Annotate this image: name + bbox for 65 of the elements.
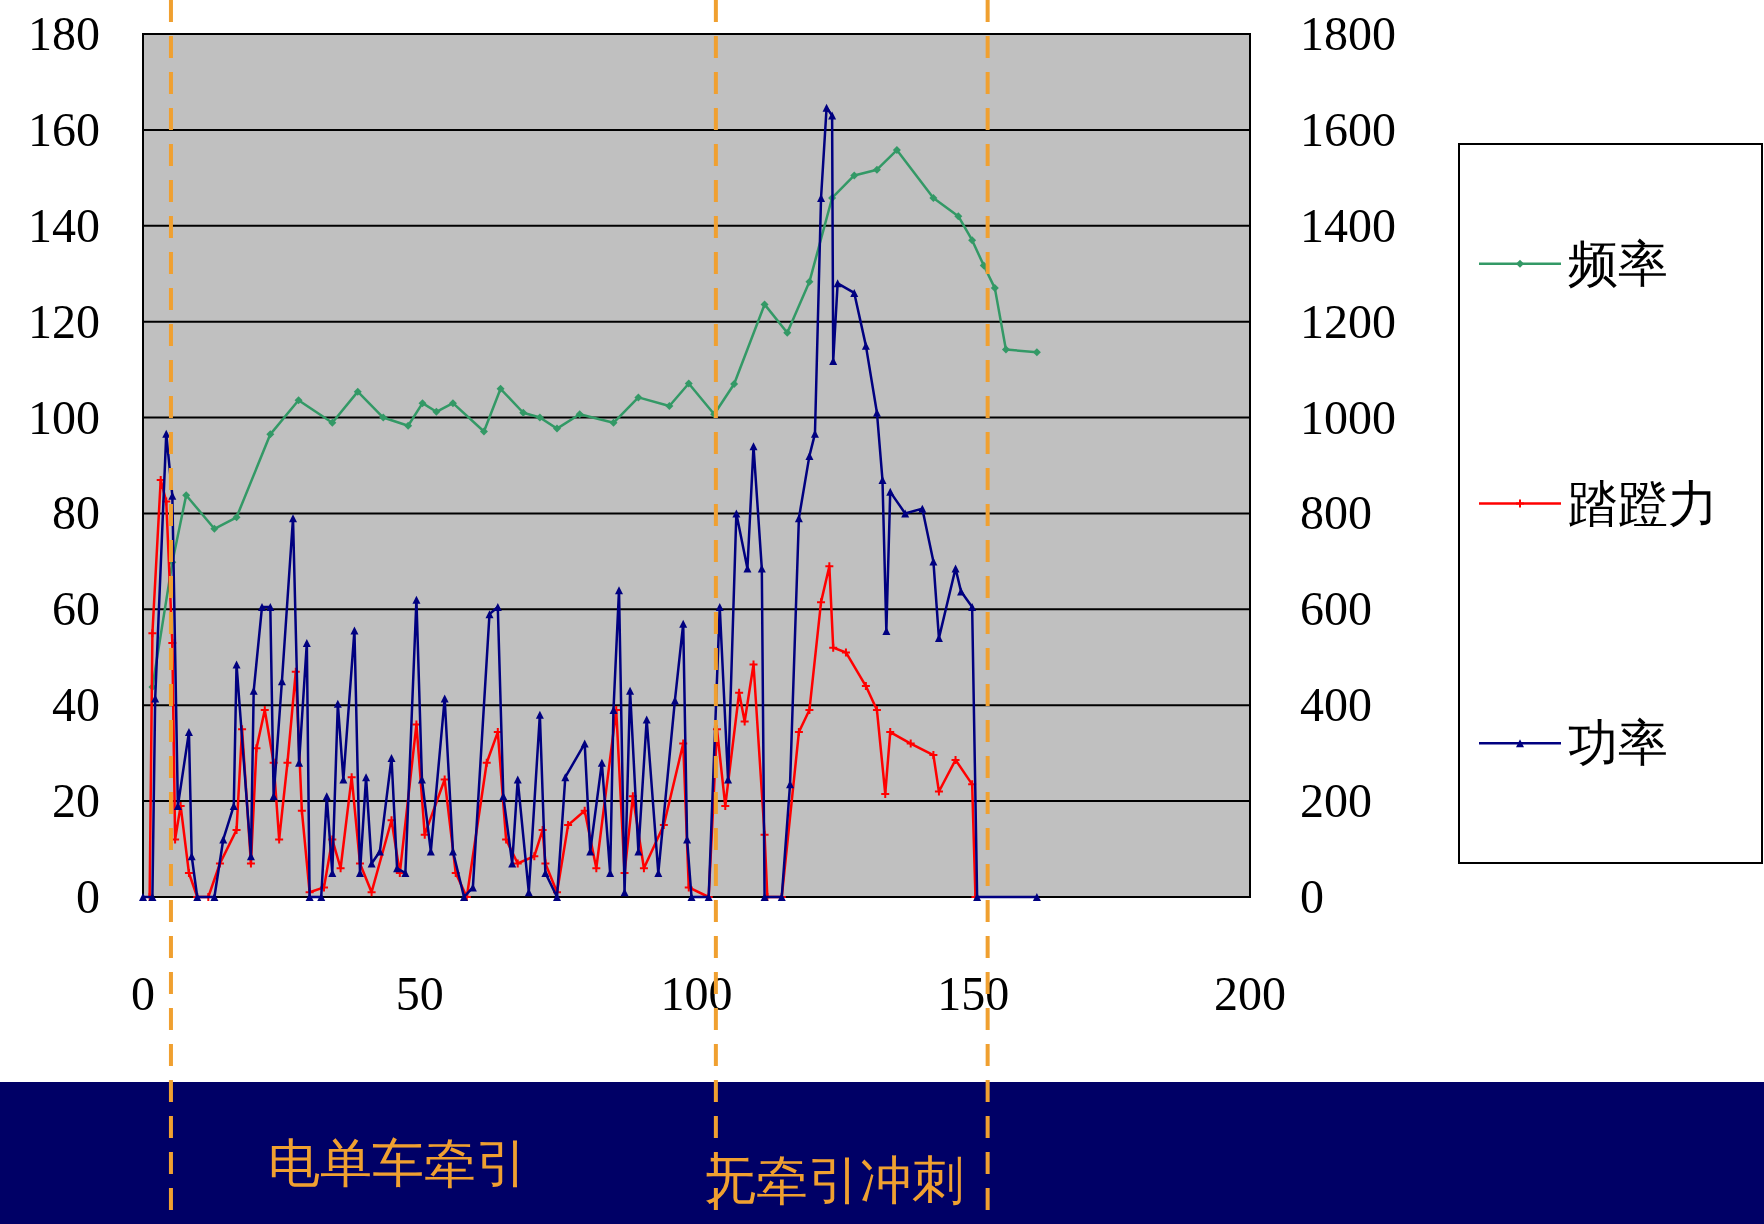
x-tick-label: 0 — [131, 967, 155, 1020]
point — [519, 408, 528, 417]
point — [448, 399, 457, 408]
point — [609, 418, 618, 427]
point — [892, 146, 901, 155]
legend-label: 踏蹬力 — [1568, 475, 1718, 532]
y-tick-label: 40 — [52, 678, 100, 732]
y2-tick-label: 800 — [1300, 486, 1372, 540]
point — [232, 513, 241, 522]
point — [1001, 345, 1010, 354]
y-tick-label: 80 — [52, 486, 100, 540]
point — [379, 413, 388, 422]
point — [404, 421, 413, 430]
y2-tick-label: 0 — [1300, 870, 1324, 923]
point — [535, 413, 544, 422]
point — [353, 387, 362, 396]
y-tick-label: 20 — [52, 774, 100, 828]
y2-tick-label: 1000 — [1300, 390, 1396, 444]
point — [210, 524, 219, 533]
point — [418, 399, 427, 408]
text: 无牵引冲刺 — [704, 1152, 964, 1209]
point — [929, 193, 938, 202]
x-tick-label: 50 — [395, 967, 444, 1020]
point — [954, 212, 963, 221]
y-tick-label: 0 — [76, 870, 100, 923]
legend-label: 功率 — [1568, 715, 1668, 772]
point — [328, 418, 337, 427]
y-tick-label: 140 — [28, 198, 100, 252]
point — [294, 396, 303, 405]
point — [553, 424, 562, 433]
point — [805, 277, 814, 286]
point — [1032, 348, 1041, 357]
point — [496, 384, 505, 393]
y2-tick-label: 400 — [1300, 678, 1372, 732]
point — [730, 379, 739, 388]
y2-tick-label: 1800 — [1300, 7, 1396, 60]
point — [575, 410, 584, 419]
text: 电单车牵引 — [268, 1135, 528, 1192]
y-tick-label: 180 — [28, 7, 100, 60]
point — [432, 407, 441, 416]
x-tick-label: 100 — [660, 967, 733, 1020]
y-tick-label: 100 — [28, 390, 100, 444]
point — [684, 379, 693, 388]
point — [479, 427, 488, 436]
x-tick-label: 150 — [937, 967, 1010, 1020]
point — [783, 328, 792, 337]
y2-tick-label: 1600 — [1300, 102, 1396, 156]
x-tick-label: 200 — [1214, 967, 1286, 1020]
point — [634, 393, 643, 402]
y2-tick-label: 1400 — [1300, 198, 1396, 252]
point — [990, 284, 999, 293]
point — [760, 300, 769, 309]
y2-tick-label: 1200 — [1300, 294, 1396, 348]
point — [182, 491, 191, 500]
y-tick-label: 120 — [28, 294, 100, 348]
y-tick-label: 60 — [52, 582, 100, 636]
point — [968, 236, 977, 245]
y2-tick-label: 600 — [1300, 582, 1372, 636]
point — [872, 165, 881, 174]
legend-label: 频率 — [1568, 235, 1668, 292]
y-tick-label: 160 — [28, 102, 100, 156]
point — [850, 171, 859, 180]
point — [665, 402, 674, 411]
point — [266, 430, 275, 439]
y2-tick-label: 200 — [1300, 774, 1372, 828]
